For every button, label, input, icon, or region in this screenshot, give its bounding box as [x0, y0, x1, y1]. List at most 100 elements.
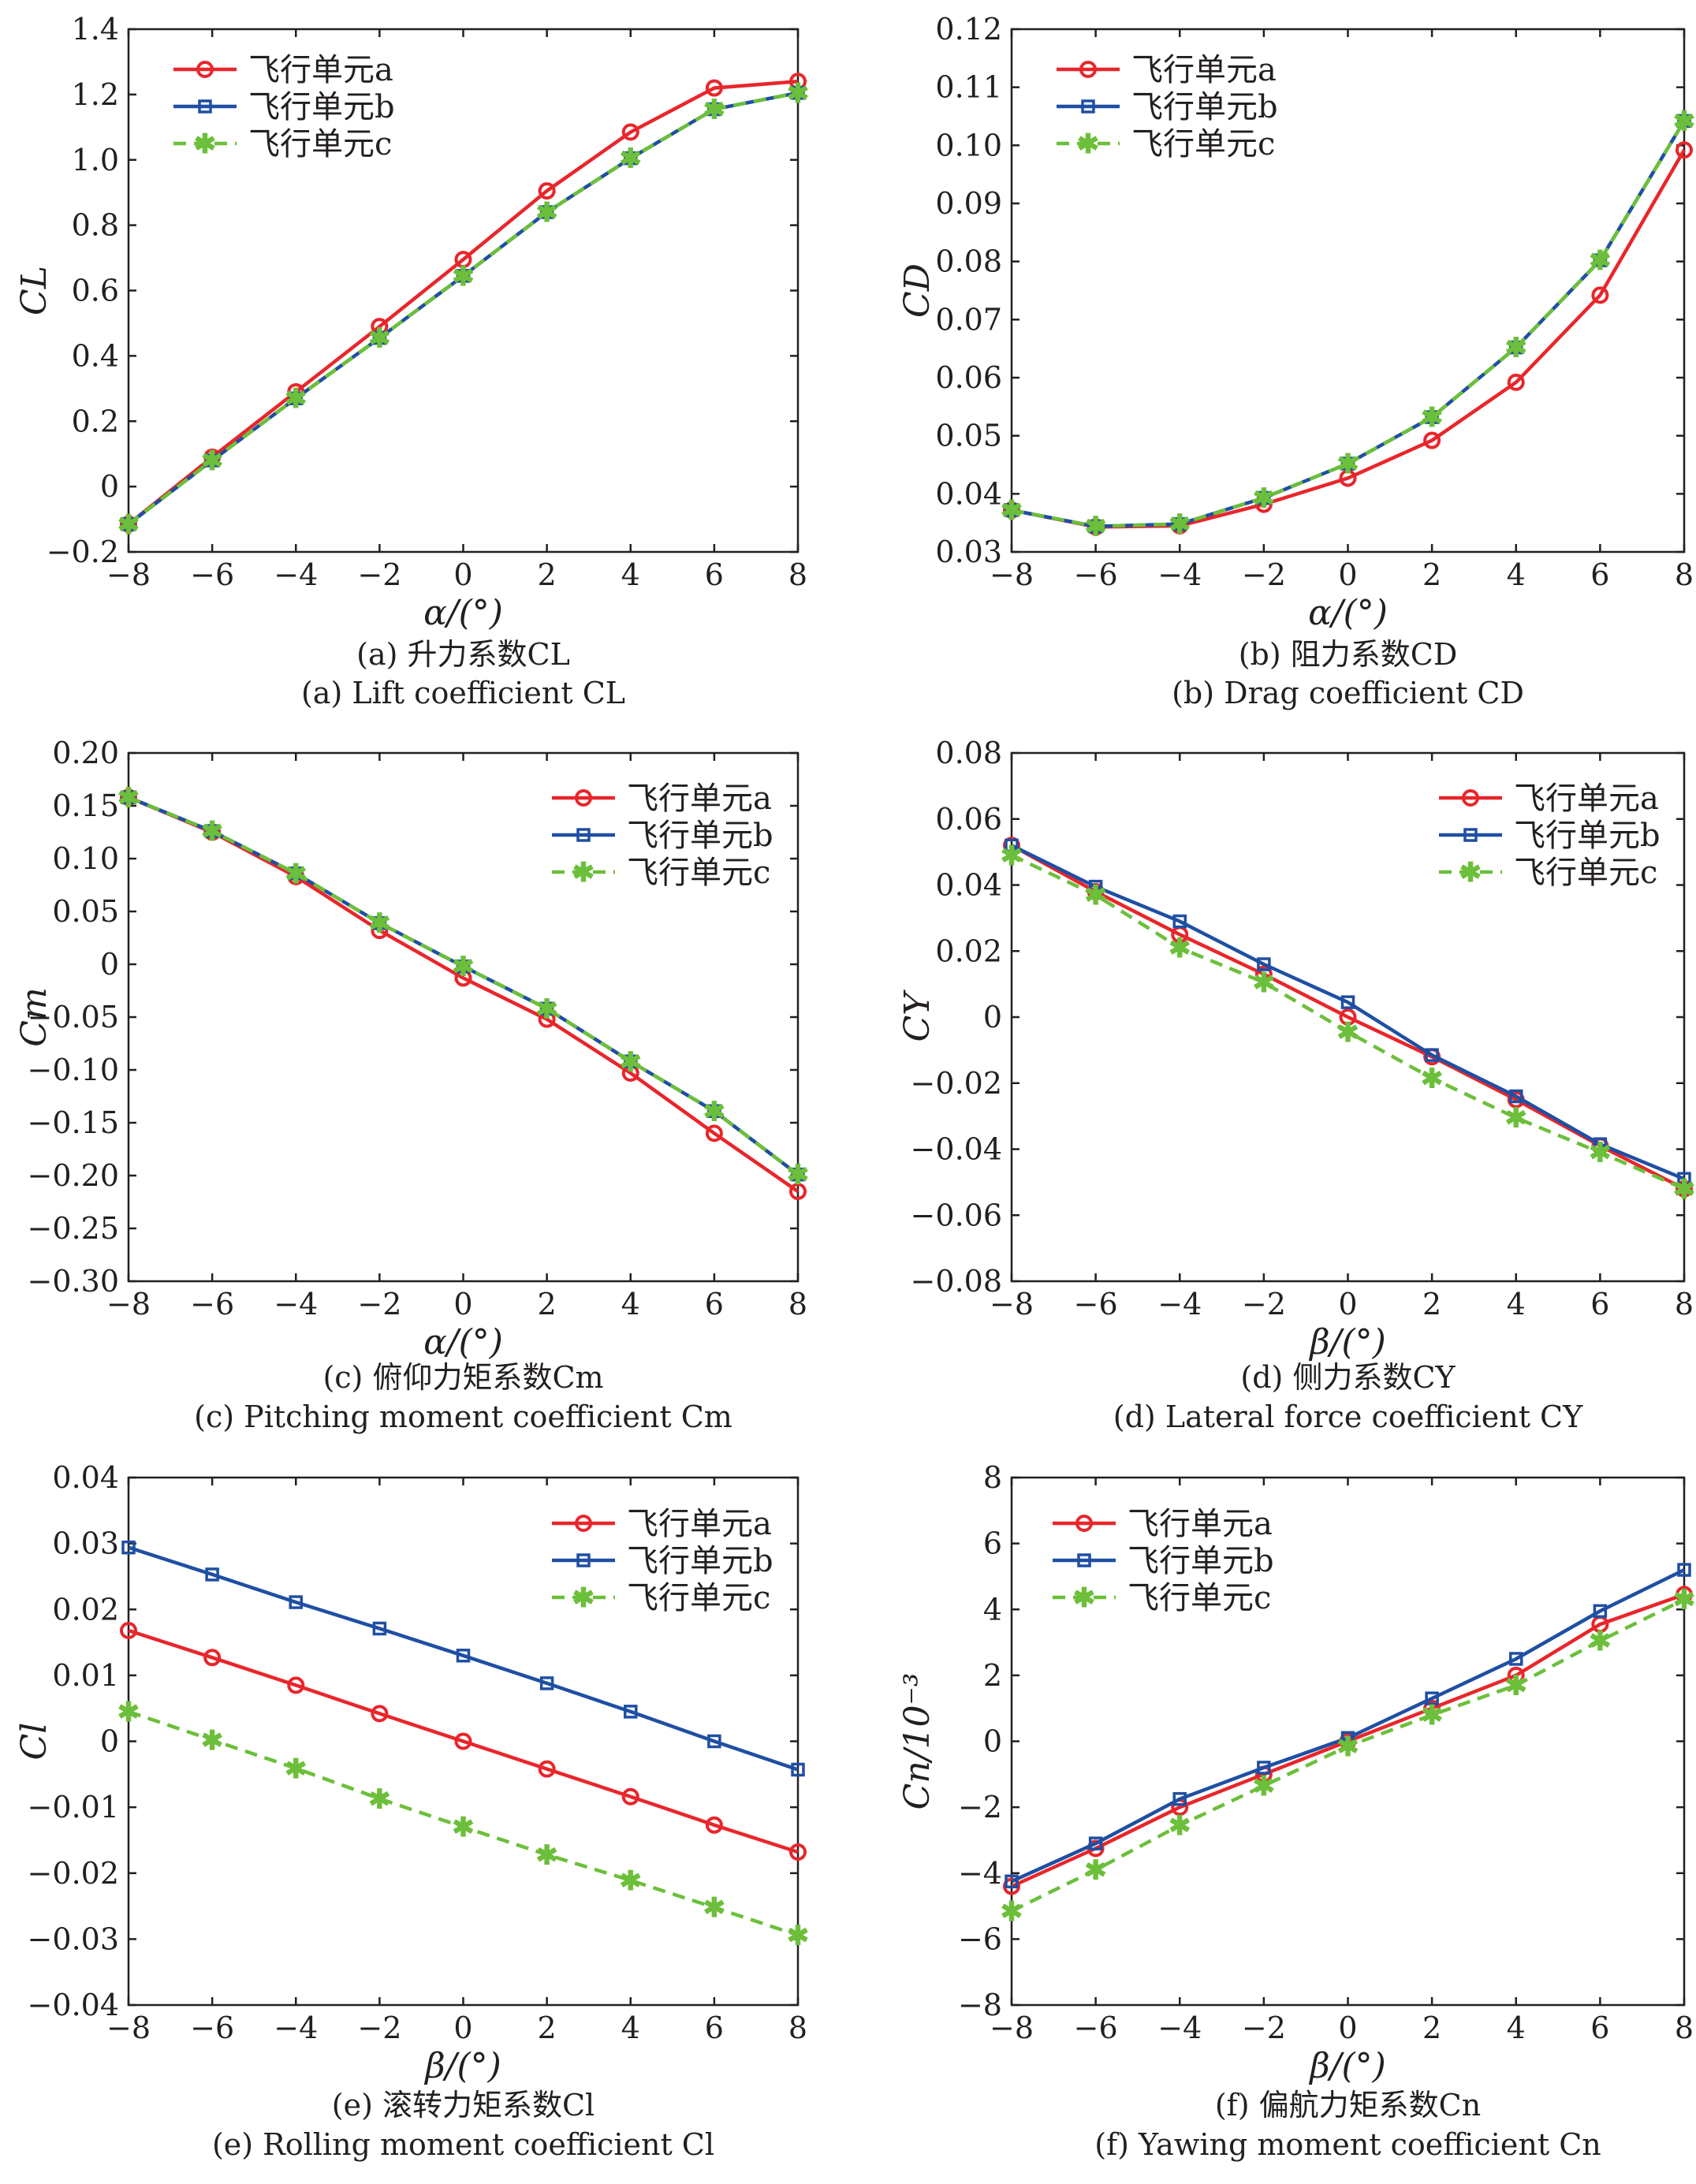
legend-marker-a	[196, 61, 214, 78]
data-point-b	[624, 151, 638, 166]
data-point-a	[120, 1622, 137, 1640]
data-point-a	[203, 1649, 222, 1667]
x-tick-label: −8	[990, 557, 1034, 592]
y-tick-label: 0.2	[72, 404, 119, 438]
legend-marker-a	[1079, 61, 1097, 78]
y-tick-label: −0.06	[911, 1198, 1002, 1232]
legend-marker-b	[198, 99, 212, 114]
data-point-b	[1509, 1652, 1523, 1666]
y-tick-label: 0.05	[935, 419, 1002, 453]
data-point-c: ✱	[1169, 933, 1191, 964]
data-point-c: ✱	[787, 1920, 810, 1951]
data-point-b	[121, 517, 136, 531]
data-point-a	[538, 1010, 556, 1028]
y-tick-label: 1.0	[72, 143, 119, 177]
legend-label-a: 飞行单元a	[248, 52, 393, 88]
y-axis-label: Cm	[14, 987, 54, 1046]
data-point-c: ✱	[703, 1892, 726, 1924]
y-tick-label: 0.06	[935, 802, 1002, 837]
data-point-c: ✱	[1589, 245, 1612, 277]
y-tick-label: −0.15	[28, 1105, 119, 1140]
x-tick-label: 4	[621, 1287, 640, 1321]
legend-label-c: 飞行单元c	[1131, 126, 1275, 162]
data-point-a	[538, 182, 556, 200]
caption-cn: (d) 侧力系数CY	[1240, 1360, 1456, 1395]
legend-label-b: 飞行单元b	[248, 89, 395, 125]
data-point-c: ✱	[1253, 483, 1276, 514]
legend-marker-b	[576, 1553, 591, 1567]
y-tick-label: 0.03	[935, 535, 1002, 569]
data-point-a	[120, 788, 137, 807]
data-point-a	[1507, 373, 1525, 391]
data-point-a	[454, 251, 472, 269]
data-point-b	[1677, 1172, 1691, 1186]
y-tick-label: −8	[958, 1988, 1002, 2022]
data-point-c: ✱	[1505, 333, 1528, 364]
data-point-a	[705, 1124, 723, 1142]
data-point-b	[1425, 1048, 1439, 1062]
y-tick-label: 0.08	[935, 736, 1002, 770]
data-point-c: ✱	[1253, 967, 1276, 999]
legend-marker-a	[1075, 1515, 1093, 1532]
y-tick-label: 6	[983, 1526, 1002, 1561]
y-tick-label: 8	[983, 1460, 1002, 1495]
caption-cn: (c) 俯仰力矩系数Cm	[322, 1360, 603, 1395]
x-tick-label: 0	[1338, 2011, 1357, 2045]
legend-label-b: 飞行单元b	[627, 818, 773, 854]
series-line-c	[1011, 120, 1686, 528]
y-tick-label: 0.03	[52, 1526, 119, 1561]
y-tick-label: 0	[100, 1724, 119, 1759]
y-tick-label: 1.4	[72, 12, 119, 47]
x-tick-label: −2	[1242, 2011, 1286, 2045]
legend-label-c: 飞行单元c	[1128, 1580, 1271, 1616]
legend-marker-b	[576, 828, 591, 842]
series-line-c	[128, 1709, 799, 1937]
y-tick-label: 0	[100, 469, 119, 504]
legend-marker-b	[1077, 1553, 1091, 1567]
x-tick-label: 6	[1590, 2011, 1609, 2045]
data-point-b	[456, 1649, 471, 1663]
data-point-c: ✱	[1084, 1855, 1107, 1887]
x-tick-label: −6	[1074, 2011, 1118, 2045]
x-tick-label: 0	[453, 557, 472, 592]
data-point-b	[1340, 995, 1355, 1009]
y-tick-label: −0.05	[28, 1000, 119, 1034]
y-tick-label: 0.04	[935, 476, 1002, 511]
data-point-c: ✱	[452, 952, 475, 983]
y-tick-label: −0.20	[28, 1158, 119, 1193]
data-point-a	[371, 1705, 389, 1723]
data-point-b	[1257, 1761, 1271, 1775]
x-tick-label: −2	[357, 2011, 401, 2045]
x-tick-label: 4	[1507, 2011, 1526, 2045]
data-point-c: ✱	[1673, 106, 1696, 137]
data-point-a	[454, 1732, 472, 1750]
x-tick-label: 6	[1590, 557, 1609, 592]
y-tick-label: 0.02	[935, 934, 1002, 968]
x-tick-label: −6	[190, 1287, 234, 1321]
x-axis-label: α/(°)	[423, 1322, 503, 1362]
x-tick-label: 0	[1338, 557, 1357, 592]
legend-label-a: 飞行单元a	[1128, 1506, 1273, 1542]
data-point-b	[1340, 1731, 1355, 1746]
legend-marker-c: ✱	[572, 1582, 595, 1614]
y-tick-label: −0.2	[47, 535, 119, 569]
data-point-c: ✱	[535, 993, 558, 1025]
x-tick-label: 6	[1590, 1287, 1609, 1321]
y-tick-label: 0.08	[935, 244, 1002, 279]
y-axis-label: Cl	[14, 1723, 54, 1761]
data-point-a	[1675, 1586, 1693, 1604]
data-point-b	[791, 1167, 805, 1182]
y-tick-label: 0.01	[52, 1658, 119, 1693]
series-line-c	[1011, 853, 1685, 1191]
legend-label-b: 飞行单元b	[1514, 818, 1661, 854]
legend-label-c: 飞行单元c	[248, 126, 392, 162]
x-tick-label: −4	[274, 557, 318, 592]
legend-marker-c: ✱	[1077, 129, 1100, 160]
y-tick-label: −0.08	[911, 1264, 1002, 1299]
legend-label-a: 飞行单元a	[1131, 52, 1277, 88]
data-point-a	[1423, 1699, 1441, 1717]
x-tick-label: 4	[621, 557, 640, 592]
series-line-c	[127, 91, 799, 526]
data-point-c: ✱	[1589, 1138, 1612, 1169]
